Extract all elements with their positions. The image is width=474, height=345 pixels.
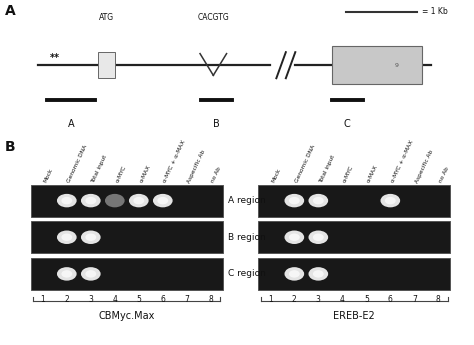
Ellipse shape: [81, 230, 100, 244]
Ellipse shape: [81, 194, 100, 207]
Text: 1: 1: [40, 295, 45, 304]
Bar: [31, 185, 223, 217]
Text: α-MYC + α-MAX: α-MYC + α-MAX: [163, 139, 187, 184]
Ellipse shape: [313, 270, 324, 278]
Text: B: B: [5, 140, 15, 154]
Text: = 1 Kb: = 1 Kb: [422, 7, 447, 16]
Ellipse shape: [133, 197, 144, 204]
Text: α-MAX: α-MAX: [366, 164, 379, 184]
Text: α-MYC + α-MAX: α-MYC + α-MAX: [390, 139, 414, 184]
Text: α-MYC: α-MYC: [115, 165, 127, 184]
Ellipse shape: [85, 270, 96, 278]
Bar: [31, 221, 223, 253]
Text: C: C: [344, 119, 350, 129]
Ellipse shape: [385, 197, 396, 204]
Text: A: A: [5, 4, 16, 18]
Text: B region: B region: [228, 233, 266, 242]
Text: no Ab: no Ab: [211, 166, 222, 184]
Ellipse shape: [309, 267, 328, 280]
Text: Genomic DNA: Genomic DNA: [294, 144, 316, 184]
Text: 5: 5: [364, 295, 369, 304]
Text: 7: 7: [412, 295, 417, 304]
Bar: [332, 46, 422, 84]
Text: Mock: Mock: [43, 167, 54, 184]
Text: 8: 8: [209, 295, 213, 304]
Ellipse shape: [85, 234, 96, 241]
Ellipse shape: [105, 194, 125, 207]
Ellipse shape: [289, 197, 300, 204]
Text: α-MYC: α-MYC: [342, 165, 355, 184]
Ellipse shape: [313, 197, 324, 204]
Bar: [258, 185, 450, 217]
Ellipse shape: [81, 267, 100, 280]
Ellipse shape: [129, 194, 149, 207]
Text: EREB-E2: EREB-E2: [333, 310, 375, 321]
Text: 8: 8: [436, 295, 441, 304]
Ellipse shape: [313, 234, 324, 241]
Bar: [98, 52, 115, 78]
Bar: [31, 258, 223, 290]
Bar: [258, 258, 450, 290]
Text: Genomic DNA: Genomic DNA: [67, 144, 89, 184]
Ellipse shape: [62, 270, 72, 278]
Text: Total input: Total input: [91, 154, 108, 184]
Ellipse shape: [57, 230, 77, 244]
Text: 4: 4: [340, 295, 345, 304]
Text: 2: 2: [64, 295, 69, 304]
Ellipse shape: [309, 194, 328, 207]
Text: CBMyc.Max: CBMyc.Max: [99, 310, 155, 321]
Ellipse shape: [381, 194, 400, 207]
Text: **: **: [49, 53, 60, 63]
Text: 3: 3: [88, 295, 93, 304]
Ellipse shape: [284, 230, 304, 244]
Text: 6: 6: [160, 295, 165, 304]
Text: 3: 3: [316, 295, 321, 304]
Text: Total input: Total input: [319, 154, 336, 184]
Ellipse shape: [153, 194, 173, 207]
Ellipse shape: [157, 197, 168, 204]
Text: 1: 1: [268, 295, 273, 304]
Ellipse shape: [309, 230, 328, 244]
Ellipse shape: [62, 234, 72, 241]
Text: Aspecific Ab: Aspecific Ab: [414, 149, 434, 184]
Bar: [258, 221, 450, 253]
Text: no Ab: no Ab: [438, 166, 450, 184]
Text: A region: A region: [228, 196, 266, 205]
Text: 2: 2: [292, 295, 297, 304]
Text: 9: 9: [395, 63, 399, 68]
Text: 6: 6: [388, 295, 393, 304]
Ellipse shape: [284, 267, 304, 280]
Text: Aspecific Ab: Aspecific Ab: [187, 149, 207, 184]
Ellipse shape: [85, 197, 96, 204]
Ellipse shape: [289, 234, 300, 241]
Text: B: B: [213, 119, 220, 129]
Text: Mock: Mock: [270, 167, 282, 184]
Text: 4: 4: [112, 295, 117, 304]
Ellipse shape: [57, 267, 77, 280]
Text: 5: 5: [137, 295, 141, 304]
Text: A: A: [68, 119, 74, 129]
Text: α-MAX: α-MAX: [139, 164, 151, 184]
Text: 7: 7: [184, 295, 189, 304]
Text: CACGTG: CACGTG: [198, 13, 229, 22]
Text: ATG: ATG: [99, 13, 114, 22]
Ellipse shape: [284, 194, 304, 207]
Ellipse shape: [57, 194, 77, 207]
Ellipse shape: [289, 270, 300, 278]
Text: C region: C region: [228, 269, 266, 278]
Ellipse shape: [62, 197, 72, 204]
